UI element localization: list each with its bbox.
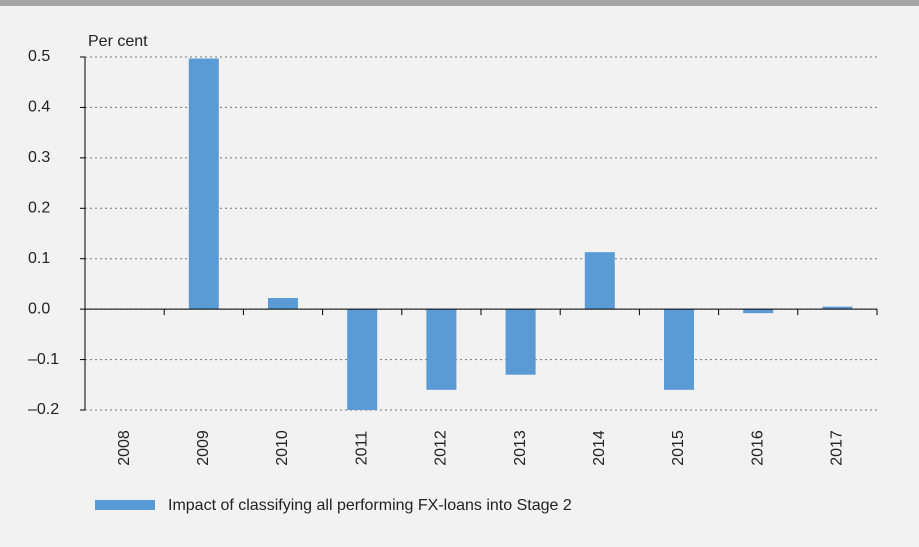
x-tick-label: 2013 bbox=[512, 430, 529, 466]
x-tick-label: 2017 bbox=[829, 430, 846, 466]
bar bbox=[347, 309, 378, 410]
y-tick-label: 0.1 bbox=[28, 250, 50, 267]
x-tick-label: 2014 bbox=[591, 430, 608, 466]
top-stripe bbox=[0, 0, 919, 6]
x-tick-label: 2016 bbox=[749, 430, 766, 466]
x-tick-label: 2010 bbox=[274, 430, 291, 466]
y-tick-label: 0.0 bbox=[28, 300, 50, 317]
bar bbox=[743, 309, 774, 314]
y-tick-label: 0.3 bbox=[28, 149, 50, 166]
y-tick-label: –0.1 bbox=[28, 351, 59, 368]
x-tick-label: 2008 bbox=[116, 430, 133, 466]
bar bbox=[822, 306, 853, 310]
bar bbox=[426, 309, 457, 390]
bar bbox=[505, 309, 536, 375]
legend-label: Impact of classifying all performing FX-… bbox=[168, 497, 572, 514]
y-tick-label: 0.2 bbox=[28, 200, 50, 217]
x-tick-label: 2012 bbox=[433, 430, 450, 466]
bar bbox=[584, 252, 615, 310]
bar bbox=[188, 58, 219, 310]
y-tick-label: 0.5 bbox=[28, 48, 50, 65]
legend-swatch bbox=[95, 500, 155, 510]
y-tick-label: –0.2 bbox=[28, 401, 59, 418]
bar bbox=[664, 309, 694, 390]
y-tick-label: 0.4 bbox=[28, 99, 50, 116]
bar bbox=[268, 298, 298, 310]
x-tick-label: 2009 bbox=[195, 430, 212, 466]
x-tick-label: 2015 bbox=[670, 430, 687, 466]
x-tick-label: 2011 bbox=[353, 431, 370, 466]
y-axis-label: Per cent bbox=[88, 33, 148, 50]
